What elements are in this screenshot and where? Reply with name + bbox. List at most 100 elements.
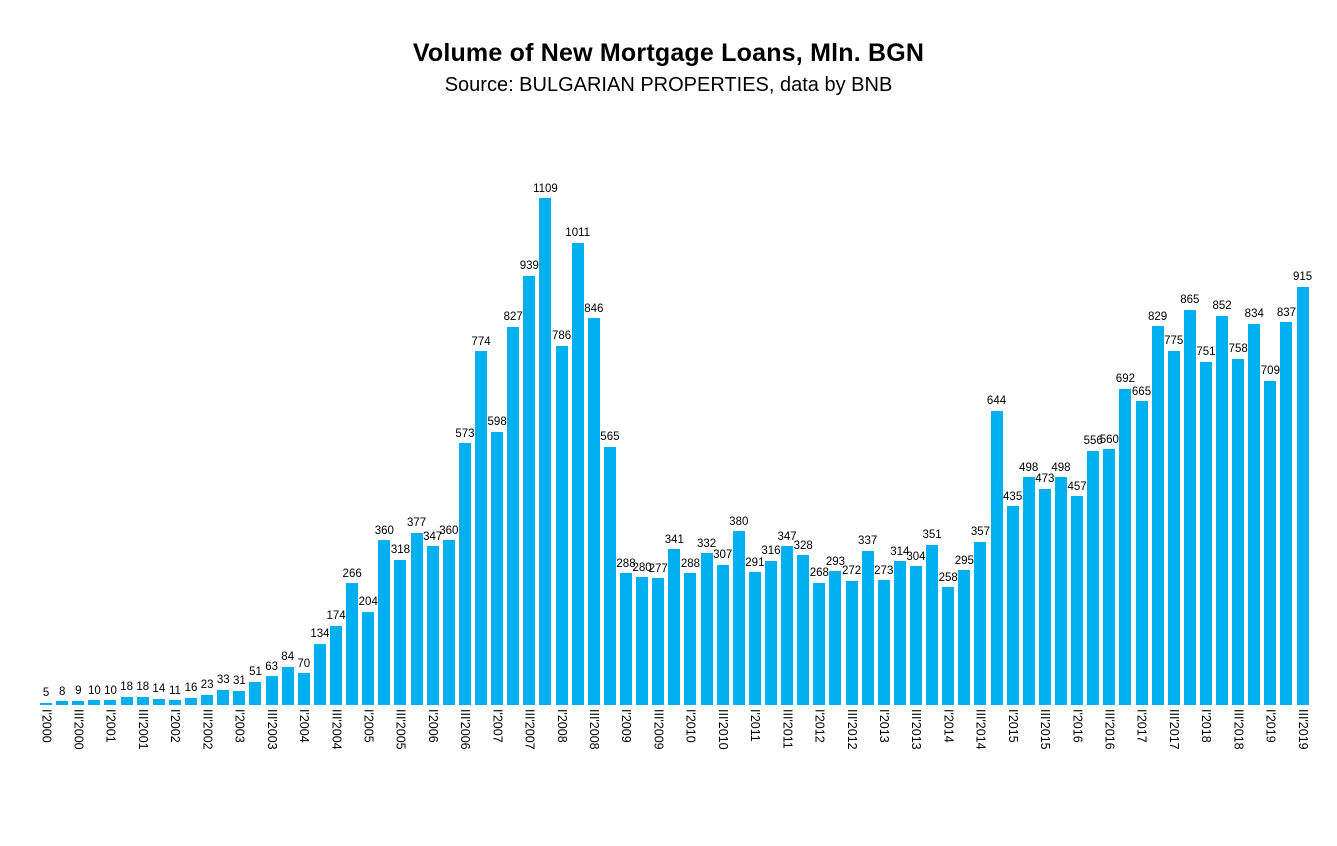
bar-column: 268: [810, 180, 829, 705]
bar-column: 865: [1180, 180, 1199, 705]
bar-value-label: 332: [696, 537, 717, 550]
bar-column: 457: [1067, 180, 1087, 705]
bar-column: 351: [922, 180, 942, 705]
bar: [684, 573, 697, 705]
x-axis-tick-label: I'2005: [361, 709, 376, 743]
bar-slot: 360: [375, 180, 394, 793]
bar-value-label: 5: [42, 687, 50, 700]
bar-value-label: 272: [841, 565, 862, 578]
bar-column: 70: [297, 180, 310, 705]
bar-value-label: 665: [1131, 385, 1152, 398]
bar-slot: 827: [504, 180, 523, 793]
bar-slot: 556: [1084, 180, 1103, 793]
bar-value-label: 565: [600, 431, 620, 444]
bar-column: 314: [890, 180, 909, 705]
bar: [217, 689, 230, 705]
bar-value-label: 266: [342, 567, 362, 580]
bar-slot: 11 I'2002: [167, 180, 183, 793]
bar-value-label: 258: [938, 571, 958, 584]
bar: [990, 410, 1003, 705]
x-axis-tick-label: III'2011: [780, 709, 795, 749]
bar: [88, 700, 101, 705]
bar-slot: 293: [826, 180, 845, 793]
bar-slot: 8: [54, 180, 70, 793]
bar: [893, 561, 906, 705]
bar-column: 846: [584, 180, 603, 705]
x-axis-tick-label: III'2014: [973, 709, 988, 750]
bar: [168, 700, 181, 705]
bar-value-label: 31: [232, 675, 246, 688]
x-axis-tick-label: I'2008: [554, 709, 569, 743]
bar-slot: 204 I'2005: [358, 180, 378, 793]
bar: [233, 690, 246, 705]
bar-value-label: 280: [632, 561, 652, 574]
bar-value-label: 18: [136, 681, 150, 694]
bar-column: 337: [858, 180, 877, 705]
bar: [748, 572, 761, 705]
bar-column: 31: [233, 180, 246, 705]
bar: [1199, 361, 1212, 705]
bar-column: 9: [72, 180, 85, 705]
bar-slot: 18: [119, 180, 135, 793]
bar-value-label: 360: [439, 524, 459, 537]
x-axis-tick-label: III'2000: [71, 709, 86, 750]
bar-slot: 852: [1212, 180, 1232, 793]
bar: [72, 700, 85, 705]
bar-slot: 272 III'2012: [841, 180, 862, 793]
bar-column: 174: [326, 180, 346, 705]
x-axis-tick-label: I'2001: [103, 709, 118, 743]
bar-column: 328: [794, 180, 813, 705]
bar-column: 316: [761, 180, 781, 705]
bar: [587, 318, 600, 705]
bar: [974, 541, 987, 705]
bar-slot: 332: [696, 180, 717, 793]
bar: [571, 242, 584, 705]
bar-column: 709: [1261, 180, 1280, 705]
bar-value-label: 8: [58, 685, 66, 698]
x-axis-tick-label: I'2006: [425, 709, 440, 743]
bar: [426, 546, 439, 705]
x-axis-tick-label: I'2011: [748, 709, 763, 742]
bar-slot: 786 I'2008: [552, 180, 571, 793]
bar-column: 498: [1019, 180, 1038, 705]
bar-value-label: 204: [358, 596, 378, 609]
bar: [1151, 326, 1164, 705]
bar-column: 774: [471, 180, 491, 705]
x-axis-tick-label: III'2005: [393, 709, 408, 750]
bar: [185, 697, 198, 705]
bar: [942, 587, 955, 705]
bar-value-label: 304: [906, 550, 926, 563]
bar-column: 360: [439, 180, 458, 705]
bar-slot: 357 III'2014: [971, 180, 990, 793]
bar-column: 829: [1148, 180, 1167, 705]
bar-column: 473: [1035, 180, 1054, 705]
bar-slot: 573 III'2006: [455, 180, 475, 793]
bar-slot: 915 III'2019: [1293, 180, 1312, 793]
bar-chart: 5 I'2000 8 9 III'2000 10 10 I'2001 18 18 III'2001 1…: [0, 180, 1337, 793]
bar-column: 573: [455, 180, 475, 705]
x-axis-tick-label: I'2015: [1005, 709, 1020, 743]
bar: [555, 345, 568, 705]
bar: [764, 560, 777, 705]
bar-value-label: 11: [168, 684, 181, 697]
bar-slot: 10: [86, 180, 102, 793]
x-axis-tick-label: III'2018: [1231, 709, 1246, 750]
bar-slot: 318 III'2005: [391, 180, 410, 793]
bar-column: 598: [488, 180, 507, 705]
bar: [1135, 401, 1148, 705]
bar-column: 11: [168, 180, 181, 705]
bar-value-label: 288: [680, 557, 701, 570]
bar-value-label: 18: [120, 681, 133, 694]
bar-column: 277: [649, 180, 668, 705]
bar-column: 51: [249, 180, 262, 705]
bar-slot: 1011: [565, 180, 590, 793]
bar: [829, 571, 842, 705]
bar-slot: 291 I'2011: [745, 180, 764, 793]
bar-slot: 337: [858, 180, 877, 793]
bar-column: 692: [1116, 180, 1135, 705]
bar-column: 273: [874, 180, 893, 705]
bar: [1054, 477, 1067, 705]
bar-value-label: 14: [152, 683, 166, 696]
bar-column: 258: [939, 180, 958, 705]
bar: [1167, 350, 1180, 705]
